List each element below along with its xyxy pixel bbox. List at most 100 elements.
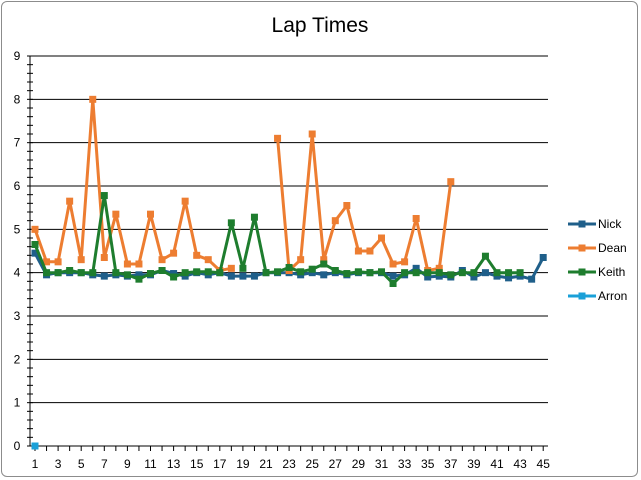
legend-swatch-marker xyxy=(578,220,586,228)
data-point xyxy=(112,269,120,277)
data-point xyxy=(204,268,212,276)
data-point xyxy=(193,251,201,259)
data-point xyxy=(204,256,212,264)
legend-swatch-marker xyxy=(578,268,586,276)
series-keith xyxy=(31,192,524,287)
data-point xyxy=(481,269,489,277)
data-point xyxy=(366,269,374,277)
data-point xyxy=(447,178,455,186)
x-tick-label: 23 xyxy=(282,457,296,471)
data-point xyxy=(343,270,351,278)
legend-swatch-marker xyxy=(578,292,586,300)
x-tick-label: 41 xyxy=(490,457,504,471)
data-point xyxy=(435,264,443,272)
x-tick-label: 43 xyxy=(513,457,527,471)
data-point xyxy=(528,275,536,283)
data-point xyxy=(274,268,282,276)
data-point xyxy=(285,263,293,271)
x-tick-label: 33 xyxy=(398,457,412,471)
x-tick-label: 1 xyxy=(32,457,39,471)
y-tick-label: 5 xyxy=(14,222,21,236)
data-point xyxy=(100,272,108,280)
data-point xyxy=(401,258,409,266)
data-point xyxy=(320,271,328,279)
y-tick-label: 8 xyxy=(14,92,21,106)
legend-swatch-marker xyxy=(578,244,586,252)
data-point xyxy=(424,273,432,281)
data-point xyxy=(89,95,97,103)
y-tick-label: 2 xyxy=(14,352,21,366)
data-point xyxy=(135,260,143,268)
data-point xyxy=(308,130,316,138)
data-point xyxy=(147,270,154,278)
data-point xyxy=(135,275,143,283)
x-tick-label: 35 xyxy=(421,457,435,471)
data-point xyxy=(505,269,513,277)
x-tick-label: 3 xyxy=(55,457,62,471)
x-tick-label: 45 xyxy=(537,457,551,471)
data-point xyxy=(424,269,432,277)
data-point xyxy=(227,272,235,280)
data-point xyxy=(378,268,385,276)
data-point xyxy=(343,202,351,209)
legend: Nick Dean Keith Arron xyxy=(568,217,627,303)
data-point xyxy=(77,269,85,277)
data-point xyxy=(227,219,235,227)
y-tick-label: 9 xyxy=(14,49,21,63)
chart-title: Lap Times xyxy=(272,14,369,37)
data-point xyxy=(539,254,547,261)
legend-label: Dean xyxy=(598,241,627,255)
data-point xyxy=(250,272,258,280)
x-tick-label: 21 xyxy=(259,457,273,471)
data-point xyxy=(181,197,189,205)
data-point xyxy=(170,249,178,257)
data-point xyxy=(505,274,513,282)
data-point xyxy=(181,269,189,277)
data-point xyxy=(147,210,154,218)
data-point xyxy=(481,252,489,260)
legend-item: Keith xyxy=(568,265,625,279)
legend-item: Dean xyxy=(568,241,627,255)
data-point xyxy=(216,269,224,277)
data-point xyxy=(43,269,51,277)
x-tick-label: 19 xyxy=(236,457,250,471)
data-point xyxy=(100,192,108,200)
y-tick-label: 0 xyxy=(14,439,21,453)
data-point xyxy=(389,260,397,268)
x-tick-label: 39 xyxy=(467,457,481,471)
data-point xyxy=(435,269,443,277)
data-point xyxy=(31,249,39,257)
data-point xyxy=(193,268,201,276)
data-point xyxy=(389,280,397,287)
data-point xyxy=(401,269,409,277)
x-tick-label: 27 xyxy=(329,457,343,471)
series-line xyxy=(33,97,232,272)
y-tick-label: 4 xyxy=(14,266,21,280)
data-point xyxy=(470,269,478,277)
legend-item: Nick xyxy=(568,217,622,231)
data-point xyxy=(354,268,362,276)
data-point xyxy=(354,247,362,255)
data-point xyxy=(31,442,39,450)
legend-label: Nick xyxy=(598,217,622,231)
data-point xyxy=(262,269,270,277)
data-point xyxy=(366,247,374,255)
series-arron xyxy=(31,442,39,450)
data-point xyxy=(239,264,247,272)
data-point xyxy=(516,269,524,277)
data-point xyxy=(470,273,478,281)
x-tick-label: 5 xyxy=(78,457,85,471)
data-point xyxy=(297,268,305,276)
series-lines xyxy=(31,95,547,450)
x-tick-label: 9 xyxy=(124,457,131,471)
data-point xyxy=(66,267,74,274)
x-tick-label: 13 xyxy=(167,457,181,471)
data-point xyxy=(320,260,328,268)
data-point xyxy=(320,256,328,264)
data-point xyxy=(89,269,97,277)
data-point xyxy=(227,264,235,272)
data-point xyxy=(250,213,258,221)
y-tick-label: 1 xyxy=(14,396,21,410)
